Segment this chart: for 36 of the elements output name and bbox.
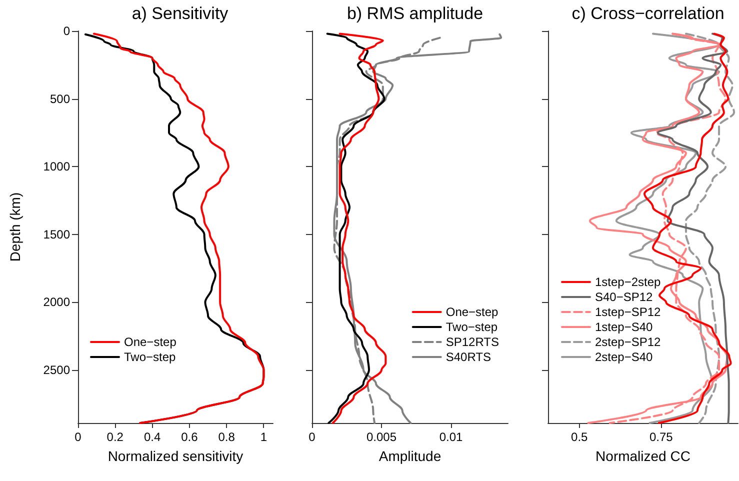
legend-label: S40RTS [446, 350, 491, 364]
y-tick-label: 500 [50, 92, 70, 106]
x-tick-label: 1 [260, 430, 268, 444]
y-tick-label: 2000 [43, 295, 70, 310]
x-tick-label: 0 [74, 430, 82, 444]
legend-label: Two−step [124, 350, 176, 364]
x-axis-title: Normalized sensitivity [108, 448, 244, 464]
x-tick-label: 0 [308, 430, 316, 444]
legend-label: 2step−S40 [595, 350, 654, 364]
chart-title: a) Sensitivity [132, 4, 229, 23]
y-tick-label: 1500 [43, 227, 70, 242]
x-tick-label: 0.6 [181, 430, 198, 444]
y-tick-label: 1000 [43, 160, 70, 174]
legend-label: S40−SP12 [595, 290, 654, 304]
x-tick-label: 0.2 [106, 430, 124, 444]
chart-title: c) Cross−correlation [572, 4, 724, 23]
legend-label: 1step−2step [595, 275, 662, 289]
legend-label: One−step [124, 335, 177, 349]
legend-label: 1step−S40 [595, 320, 654, 334]
legend-label: Two−step [446, 320, 498, 334]
x-axis-title: Normalized CC [596, 448, 690, 464]
x-axis-title: Amplitude [378, 448, 442, 464]
chart-title: b) RMS amplitude [346, 4, 484, 23]
legend-label: 1step−SP12 [595, 305, 662, 319]
x-tick-label: 0.8 [218, 430, 236, 444]
x-tick-label: 0.005 [366, 430, 397, 444]
legend-label: SP12RTS [446, 335, 499, 349]
x-tick-label: 0.01 [439, 430, 464, 444]
legend-label: One−step [446, 305, 499, 319]
y-tick-label: 2500 [43, 362, 70, 377]
y-axis-title: Depth (km) [7, 192, 23, 262]
x-tick-label: 0.4 [144, 430, 161, 444]
x-tick-label: 0.5 [571, 430, 588, 444]
y-tick-label: 0 [63, 24, 70, 38]
x-tick-label: 0.75 [649, 430, 674, 444]
legend-label: 2step−SP12 [595, 335, 662, 349]
